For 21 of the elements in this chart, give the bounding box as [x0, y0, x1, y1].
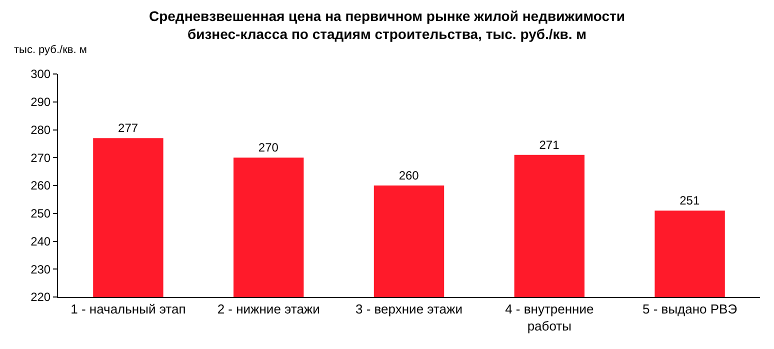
x-tick-label: 4 - внутренние работы — [505, 302, 594, 334]
x-tick-label: 3 - верхние этажи — [356, 302, 462, 317]
x-tick-label: 2 - нижние этажи — [217, 302, 320, 317]
data-label: 271 — [539, 138, 560, 152]
data-label: 277 — [118, 121, 138, 136]
data-label: 270 — [258, 140, 279, 155]
y-tick-label: 280 — [30, 122, 51, 137]
y-tick-label: 290 — [30, 95, 51, 110]
y-tick-label: 220 — [30, 290, 51, 304]
chart-title: Средневзвешенная цена на первичном рынке жилой недвижимости бизнес-класса по стадиям строительства, тыс. руб./кв. м — [148, 8, 626, 42]
y-axis-title: тыс. руб./кв. м — [14, 44, 87, 56]
y-tick-label: 230 — [30, 262, 51, 276]
y-tick-label: 260 — [30, 178, 51, 193]
data-label: 260 — [398, 168, 420, 182]
x-tick-label: 1 - начальный этап — [70, 302, 186, 317]
data-label: 251 — [680, 194, 700, 208]
x-tick-label: 5 - выдано РВЭ — [642, 302, 738, 317]
y-tick-label: 240 — [30, 234, 51, 248]
y-tick-label: 300 — [30, 67, 51, 82]
y-tick-label: 250 — [30, 206, 51, 221]
y-tick-label: 270 — [30, 150, 51, 165]
